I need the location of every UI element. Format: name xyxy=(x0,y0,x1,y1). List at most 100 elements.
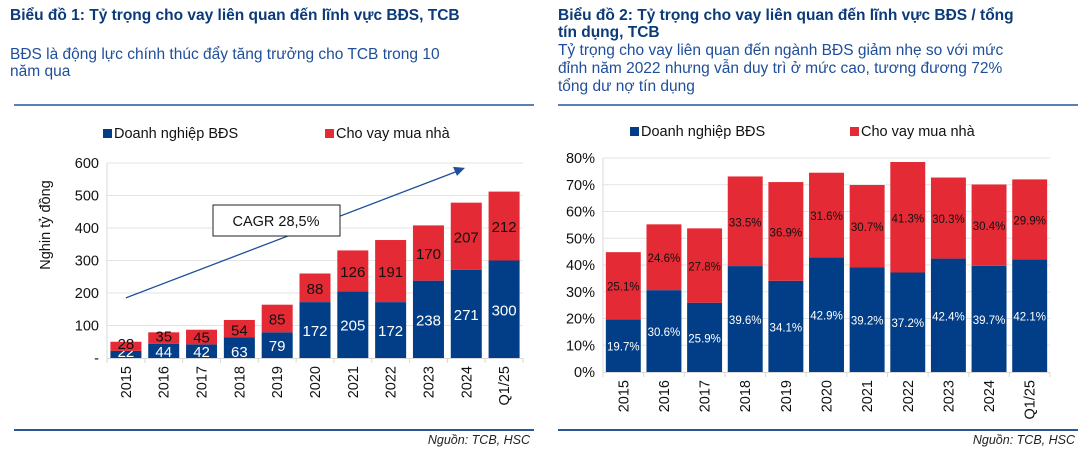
data-label: 44 xyxy=(155,344,172,361)
data-label: 39.6% xyxy=(729,315,762,327)
bar-doanh-nghiep-bds xyxy=(299,302,331,358)
bar-doanh-nghiep-bds xyxy=(488,260,520,358)
x-tick-label: 2024 xyxy=(459,366,475,398)
y-tick-label: 20% xyxy=(566,312,595,328)
y-tick-label: 500 xyxy=(75,189,99,205)
legend-swatch-cho-vay-mua-nha xyxy=(325,129,334,138)
bar-doanh-nghiep-bds xyxy=(890,272,926,372)
chart-1-subtitle-line-1: BĐS là động lực chính thúc đẩy tăng trưở… xyxy=(10,46,440,63)
data-label: 30.6% xyxy=(648,327,681,339)
bar-cho-vay-mua-nha xyxy=(930,177,966,259)
bar-cho-vay-mua-nha xyxy=(890,162,926,273)
data-label: 39.7% xyxy=(973,315,1006,327)
x-tick-label: 2019 xyxy=(270,366,286,398)
data-label: 45 xyxy=(193,329,210,346)
x-tick-label: 2016 xyxy=(157,366,173,398)
chart-2-title-line-1: Biểu đồ 2: Tỷ trọng cho vay liên quan đế… xyxy=(558,7,1014,24)
data-label: 54 xyxy=(231,323,248,340)
y-tick-label: - xyxy=(94,351,99,367)
bar-cho-vay-mua-nha xyxy=(768,182,804,281)
data-label: 42.4% xyxy=(932,311,965,323)
chart-1-title: Biểu đồ 1: Tỷ trọng cho vay liên quan đế… xyxy=(10,7,460,24)
chart-2-subtitle-line-2: đỉnh năm 2022 nhưng vẫn duy trì ở mức ca… xyxy=(558,60,1003,77)
chart-1-subtitle-line-2: năm qua xyxy=(10,63,71,80)
data-label: 30.3% xyxy=(932,214,965,226)
data-label: 27.8% xyxy=(688,262,721,274)
data-label: 42 xyxy=(193,344,210,361)
x-tick-label: 2024 xyxy=(982,380,998,412)
x-tick-label: 2022 xyxy=(901,380,917,412)
data-label: 300 xyxy=(492,302,517,319)
data-label: 30.4% xyxy=(973,221,1006,233)
bar-cho-vay-mua-nha xyxy=(605,252,641,320)
x-tick-label: 2017 xyxy=(195,366,211,398)
bar-doanh-nghiep-bds xyxy=(450,269,482,358)
data-label: 172 xyxy=(302,323,327,340)
data-label: 39.2% xyxy=(851,316,884,328)
data-label: 271 xyxy=(454,307,479,324)
bar-cho-vay-mua-nha xyxy=(488,191,520,261)
bar-cho-vay-mua-nha xyxy=(261,304,293,333)
data-label: 126 xyxy=(340,264,365,281)
data-label: 36.9% xyxy=(770,227,803,239)
cagr-textbox xyxy=(212,204,341,237)
data-label: 24.6% xyxy=(648,253,681,265)
bar-doanh-nghiep-bds xyxy=(768,280,804,372)
legend-label-doanh-nghiep-bds: Doanh nghiệp BĐS xyxy=(641,124,765,140)
x-tick-label: 2023 xyxy=(421,366,437,398)
y-axis-title: Nghin tỷ đồng xyxy=(38,180,54,269)
bar-cho-vay-mua-nha xyxy=(299,273,331,303)
data-label: 191 xyxy=(378,264,403,281)
data-label: 31.6% xyxy=(810,211,843,223)
bar-cho-vay-mua-nha xyxy=(375,240,407,303)
x-tick-label: 2021 xyxy=(860,380,876,412)
bar-doanh-nghiep-bds xyxy=(186,344,218,358)
data-label: 33.5% xyxy=(729,217,762,229)
chart-1-bottom-rule xyxy=(14,429,534,431)
x-tick-label: 2019 xyxy=(779,380,795,412)
bar-doanh-nghiep-bds xyxy=(337,291,369,358)
x-tick-label: 2018 xyxy=(232,366,248,398)
bar-doanh-nghiep-bds xyxy=(971,265,1007,372)
bar-cho-vay-mua-nha xyxy=(223,319,255,338)
bar-cho-vay-mua-nha xyxy=(646,224,682,291)
cagr-text: CAGR 28,5% xyxy=(232,214,319,230)
chart-1-source: Nguồn: TCB, HSC xyxy=(427,433,530,447)
y-tick-label: 80% xyxy=(566,151,595,167)
bar-cho-vay-mua-nha xyxy=(809,172,844,258)
y-tick-label: 300 xyxy=(75,254,99,270)
data-label: 170 xyxy=(416,246,441,263)
legend-label-cho-vay-mua-nha: Cho vay mua nhà xyxy=(861,124,976,140)
y-tick-label: 40% xyxy=(566,258,595,274)
y-tick-label: 100 xyxy=(75,319,99,335)
bar-doanh-nghiep-bds xyxy=(687,302,723,372)
bar-doanh-nghiep-bds xyxy=(261,332,293,358)
x-tick-label: Q1/25 xyxy=(497,366,513,406)
bar-doanh-nghiep-bds xyxy=(605,319,641,372)
bar-cho-vay-mua-nha xyxy=(687,228,723,303)
bar-doanh-nghiep-bds xyxy=(110,350,142,358)
data-label: 19.7% xyxy=(607,342,640,354)
bar-cho-vay-mua-nha xyxy=(186,329,218,345)
y-tick-label: 200 xyxy=(75,286,99,302)
y-tick-label: 600 xyxy=(75,156,99,172)
y-tick-label: 70% xyxy=(566,178,595,194)
x-tick-label: 2020 xyxy=(820,380,836,412)
bar-cho-vay-mua-nha xyxy=(1012,179,1048,260)
data-label: 41.3% xyxy=(891,213,924,225)
data-label: 212 xyxy=(492,219,517,236)
bar-cho-vay-mua-nha xyxy=(727,176,763,267)
bar-cho-vay-mua-nha xyxy=(110,341,142,351)
x-tick-label: 2022 xyxy=(384,366,400,398)
bar-cho-vay-mua-nha xyxy=(148,332,180,344)
chart-2-top-rule xyxy=(558,104,1078,106)
chart-2-subtitle-line-1: Tỷ trọng cho vay liên quan đến ngành BĐS… xyxy=(558,42,1004,59)
bar-doanh-nghiep-bds xyxy=(148,343,180,358)
data-label: 28 xyxy=(118,336,135,353)
y-tick-label: 60% xyxy=(566,205,595,221)
bar-doanh-nghiep-bds xyxy=(646,290,682,372)
bar-doanh-nghiep-bds xyxy=(412,280,444,358)
data-label: 34.1% xyxy=(770,322,803,334)
x-tick-label: 2017 xyxy=(698,380,714,412)
chart-panel-2: Biểu đồ 2: Tỷ trọng cho vay liên quan đế… xyxy=(548,0,1083,463)
